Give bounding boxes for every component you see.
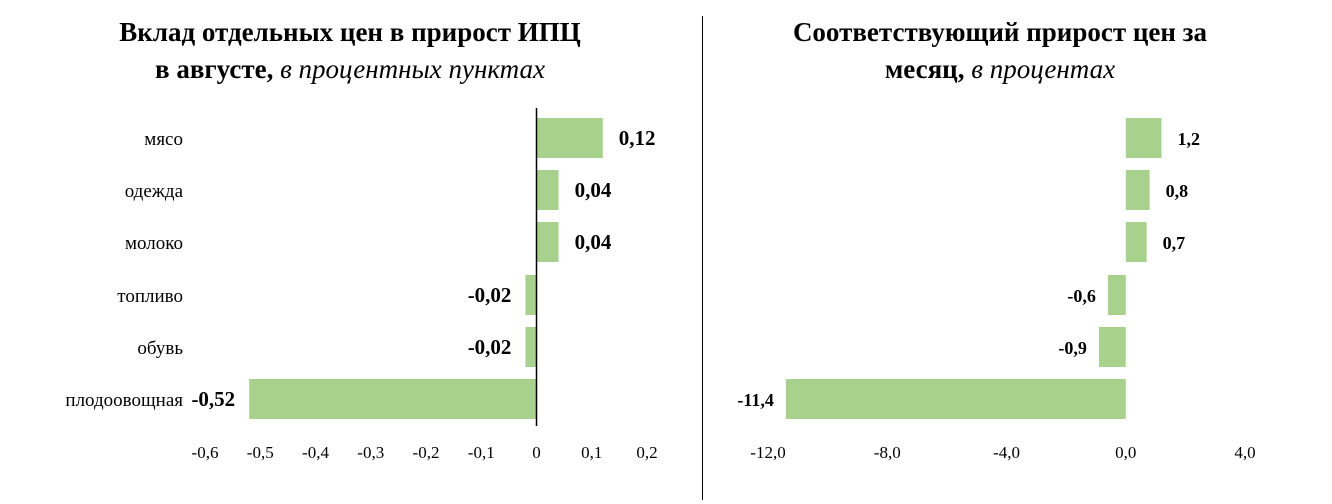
left-tick-label: -0,3 <box>357 443 384 462</box>
right-tick-label: 0,0 <box>1115 443 1136 462</box>
right-data-label: -0,9 <box>1058 338 1087 358</box>
left-bar-1 <box>536 170 559 210</box>
right-tick-label: -4,0 <box>993 443 1020 462</box>
left-title-line2-bold: в августе, <box>155 54 274 84</box>
left-data-label: 0,04 <box>575 230 612 254</box>
right-data-label: 0,7 <box>1163 233 1186 253</box>
right-tick-label: -12,0 <box>750 443 785 462</box>
right-bar-3 <box>1107 275 1126 315</box>
right-tick-label: 4,0 <box>1234 443 1255 462</box>
left-title-line1: Вклад отдельных цен в прирост ИПЦ <box>119 17 581 47</box>
left-data-label: 0,12 <box>619 126 656 150</box>
left-category-label: плодоовощная <box>65 390 183 411</box>
left-tick-label: -0,6 <box>192 443 219 462</box>
right-bar-5 <box>785 379 1126 419</box>
left-tick-label: 0 <box>532 443 541 462</box>
right-tick-label: -8,0 <box>874 443 901 462</box>
right-bar-4 <box>1098 327 1126 367</box>
right-data-label: 0,8 <box>1166 181 1189 201</box>
left-category-label: молоко <box>125 233 183 254</box>
right-title-line2-bold: месяц, <box>884 54 965 84</box>
right-data-label: -0,6 <box>1067 286 1096 306</box>
left-category-label: одежда <box>125 181 184 202</box>
left-category-label: мясо <box>144 129 183 150</box>
right-title-line1: Соответствующий прирост цен за <box>792 17 1208 47</box>
left-data-label: 0,04 <box>575 178 612 202</box>
right-data-label: 1,2 <box>1178 129 1201 149</box>
chart-divider <box>702 16 703 500</box>
left-tick-label: -0,4 <box>302 443 329 462</box>
left-data-label: -0,02 <box>468 283 512 307</box>
right-bar-2 <box>1125 222 1147 262</box>
right-data-label: -11,4 <box>737 390 774 410</box>
left-bar-0 <box>536 118 603 158</box>
left-category-label: обувь <box>137 338 183 359</box>
left-tick-label: -0,1 <box>468 443 495 462</box>
left-bar-4 <box>525 327 537 367</box>
left-tick-label: -0,2 <box>413 443 440 462</box>
left-category-label: топливо <box>117 286 183 307</box>
right-bar-0 <box>1125 118 1162 158</box>
left-data-label: -0,52 <box>191 387 235 411</box>
left-tick-label: 0,1 <box>581 443 602 462</box>
left-bar-2 <box>536 222 559 262</box>
left-chart-title: Вклад отдельных цен в прирост ИПЦ в авгу… <box>40 14 660 88</box>
left-tick-label: -0,5 <box>247 443 274 462</box>
right-title-units: в процентах <box>971 54 1116 84</box>
right-chart-title: Соответствующий прирост цен за месяц, в … <box>720 14 1280 88</box>
left-bar-3 <box>525 275 537 315</box>
left-data-label: -0,02 <box>468 335 512 359</box>
left-title-units: в процентных пунктах <box>280 54 545 84</box>
left-tick-label: 0,2 <box>636 443 657 462</box>
left-bar-5 <box>249 379 537 419</box>
right-bar-1 <box>1125 170 1150 210</box>
